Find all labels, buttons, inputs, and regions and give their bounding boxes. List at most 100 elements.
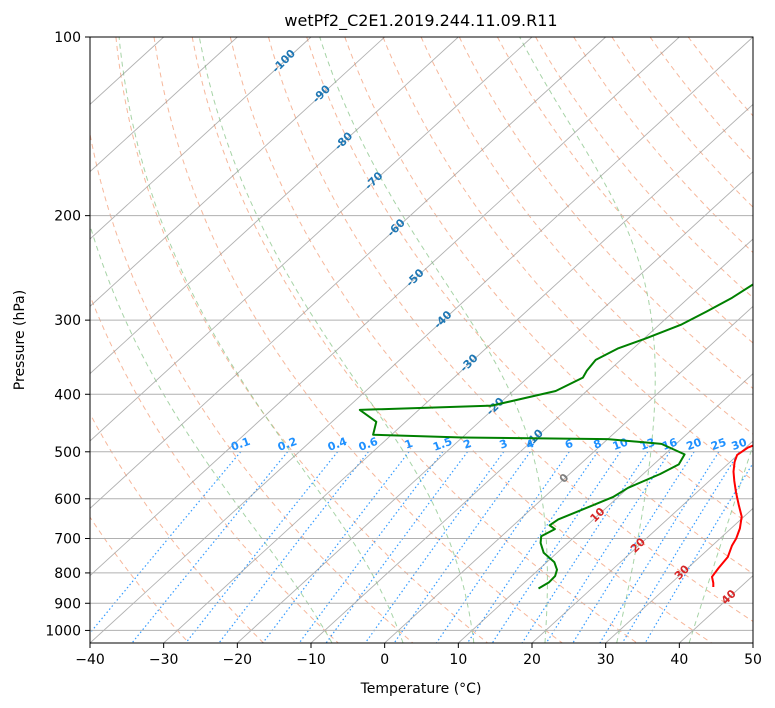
- mixing-ratio-label: 0.1: [229, 435, 252, 454]
- mixing-ratio-line: [599, 451, 720, 643]
- y-tick-label: 400: [54, 387, 81, 403]
- mixing-ratio-label: 30: [730, 435, 749, 453]
- y-axis: 1000 900 800 700 600 500 400 300 200 100: [45, 30, 90, 639]
- dry-adiabat: [420, 37, 753, 435]
- isotherm-line: [605, 507, 753, 643]
- y-tick-label: 900: [54, 596, 81, 612]
- dry-adiabat: [153, 37, 563, 643]
- x-axis-label: Temperature (°C): [360, 681, 482, 697]
- isotherm-line: [163, 103, 753, 643]
- series: [358, 283, 753, 590]
- y-tick-label: 100: [54, 30, 81, 46]
- x-tick-label: −40: [75, 652, 105, 668]
- isotherm-line: [531, 440, 753, 643]
- x-tick-label: −30: [149, 652, 179, 668]
- mixing-ratio-line: [185, 451, 339, 643]
- dewpoint-line: [358, 283, 753, 590]
- mixing-ratio-label: 0.6: [357, 435, 380, 454]
- dry-adiabat: [687, 37, 753, 117]
- isotherm-line: [90, 37, 459, 375]
- y-tick-label: 700: [54, 532, 81, 548]
- isotherm-line: [458, 373, 753, 643]
- mixing-ratio-label: 13: [638, 436, 657, 453]
- dry-adiabat: [90, 516, 190, 643]
- x-tick-label: 30: [597, 652, 615, 668]
- moist-adiabat: [762, 37, 775, 643]
- mixing-ratio-label: 3: [498, 437, 510, 452]
- mixing-ratio-label: 2: [462, 437, 474, 452]
- mixing-ratio-line: [644, 462, 753, 643]
- isotherm-line: [90, 37, 606, 509]
- mixing-ratio-label: 1: [403, 437, 415, 452]
- moist-adiabat: [118, 37, 404, 643]
- mixing-ratio-label: 20: [685, 435, 704, 453]
- dry-adiabat: [535, 37, 753, 299]
- y-tick-label: 1000: [45, 623, 81, 639]
- x-tick-label: 10: [449, 652, 467, 668]
- mixing-ratio-label: 25: [709, 436, 728, 453]
- isotherm-line: [384, 305, 753, 643]
- isotherm-line: [90, 37, 753, 643]
- grid: [90, 37, 753, 643]
- x-tick-label: 20: [523, 652, 541, 668]
- isotherm-line: [90, 37, 385, 307]
- mixing-ratio-label: 16: [660, 435, 679, 453]
- moist-adiabat: [90, 223, 333, 643]
- mixing-ratio-label: 0.2: [276, 435, 299, 454]
- mixing-ratio-label: 4: [524, 437, 536, 452]
- dry-adiabat: [344, 37, 753, 528]
- mixing-ratio-line: [90, 451, 242, 634]
- mixing-ratio-line: [491, 451, 621, 643]
- x-tick-label: 0: [380, 652, 389, 668]
- line-labels: -100-90-80-70-60-50-40-30-20-10010203040…: [229, 47, 770, 607]
- mixing-ratio-label: 8: [592, 437, 604, 452]
- x-tick-label: 50: [744, 652, 762, 668]
- mixing-ratio-label: 1.5: [431, 435, 454, 454]
- mixing-ratio-label: 10: [611, 435, 630, 453]
- plot-frame: [89, 36, 754, 644]
- mixing-ratio-line: [467, 451, 599, 643]
- mixing-ratio-line: [325, 451, 468, 643]
- x-tick-label: −20: [223, 652, 253, 668]
- dry-adiabat: [115, 37, 488, 643]
- dry-adiabat: [649, 37, 753, 163]
- y-tick-label: 300: [54, 313, 81, 329]
- y-axis-label: Pressure (hPa): [12, 290, 28, 390]
- dry-adiabat: [496, 37, 753, 344]
- isotherm-line: [237, 171, 753, 643]
- dry-adiabat: [90, 131, 414, 643]
- x-tick-label: 40: [670, 652, 688, 668]
- y-tick-label: 800: [54, 566, 81, 582]
- moist-adiabat: [319, 37, 548, 643]
- mixing-ratio-line: [521, 451, 649, 643]
- mixing-ratio-line: [621, 451, 740, 643]
- mixing-ratio-line: [218, 451, 369, 643]
- x-axis: −40 −30 −20 −10 0 10 20 30 40 50: [75, 643, 762, 668]
- isotherm-label: -100: [269, 47, 298, 76]
- isotherm-line: [90, 37, 680, 577]
- mixing-ratio-line: [435, 451, 570, 643]
- isotherm-line: [90, 37, 312, 240]
- dry-adiabat: [268, 37, 753, 623]
- x-tick-label: −10: [296, 652, 326, 668]
- dry-adiabat: [382, 37, 753, 481]
- dry-adiabat: [90, 412, 264, 643]
- y-tick-label: 200: [54, 209, 81, 225]
- mixing-ratio-label: 36: [751, 435, 770, 453]
- moist-adiabat: [688, 443, 753, 643]
- dry-adiabat: [90, 294, 339, 643]
- mixing-ratio-line: [131, 451, 289, 643]
- isotherm-line: [752, 642, 753, 643]
- y-tick-label: 500: [54, 445, 81, 461]
- moist-adiabat: [198, 37, 475, 643]
- isotherm-line: [90, 37, 238, 173]
- y-tick-label: 600: [54, 492, 81, 508]
- dry-adiabat: [306, 37, 753, 575]
- temperature-line: [711, 444, 753, 587]
- isotherm-line: [90, 37, 533, 442]
- dry-adiabat: [191, 37, 638, 643]
- chart-title: wetPf2_C2E1.2019.244.11.09.R11: [284, 11, 557, 31]
- mixing-ratio-line: [393, 451, 531, 643]
- mixing-ratio-label: 6: [563, 437, 575, 452]
